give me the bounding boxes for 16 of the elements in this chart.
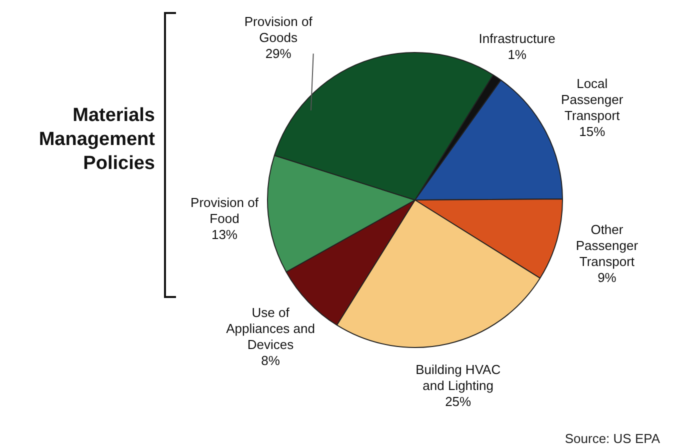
slice-label: Local Passenger Transport xyxy=(561,76,624,123)
data-label: 15% xyxy=(579,124,606,139)
source-note: Source: US EPA xyxy=(564,431,660,446)
slice-label: Infrastructure xyxy=(478,31,556,46)
text: Materials Management Policies xyxy=(38,104,155,176)
slice-label: Provision of Goods xyxy=(244,14,313,46)
data-label: 9% xyxy=(598,270,617,285)
slice-label: Use of Appliances and Devices xyxy=(226,305,315,352)
slice-label: Building HVAC and Lighting xyxy=(416,362,501,394)
data-label: 8% xyxy=(261,353,280,368)
data-label: 1% xyxy=(508,47,527,62)
data-label: 29% xyxy=(265,46,292,62)
slice-label: Other Passenger Transport xyxy=(576,222,639,269)
slice-label: Provision of Food xyxy=(190,194,259,226)
data-label: 25% xyxy=(445,394,472,410)
data-label: 13% xyxy=(211,226,238,242)
